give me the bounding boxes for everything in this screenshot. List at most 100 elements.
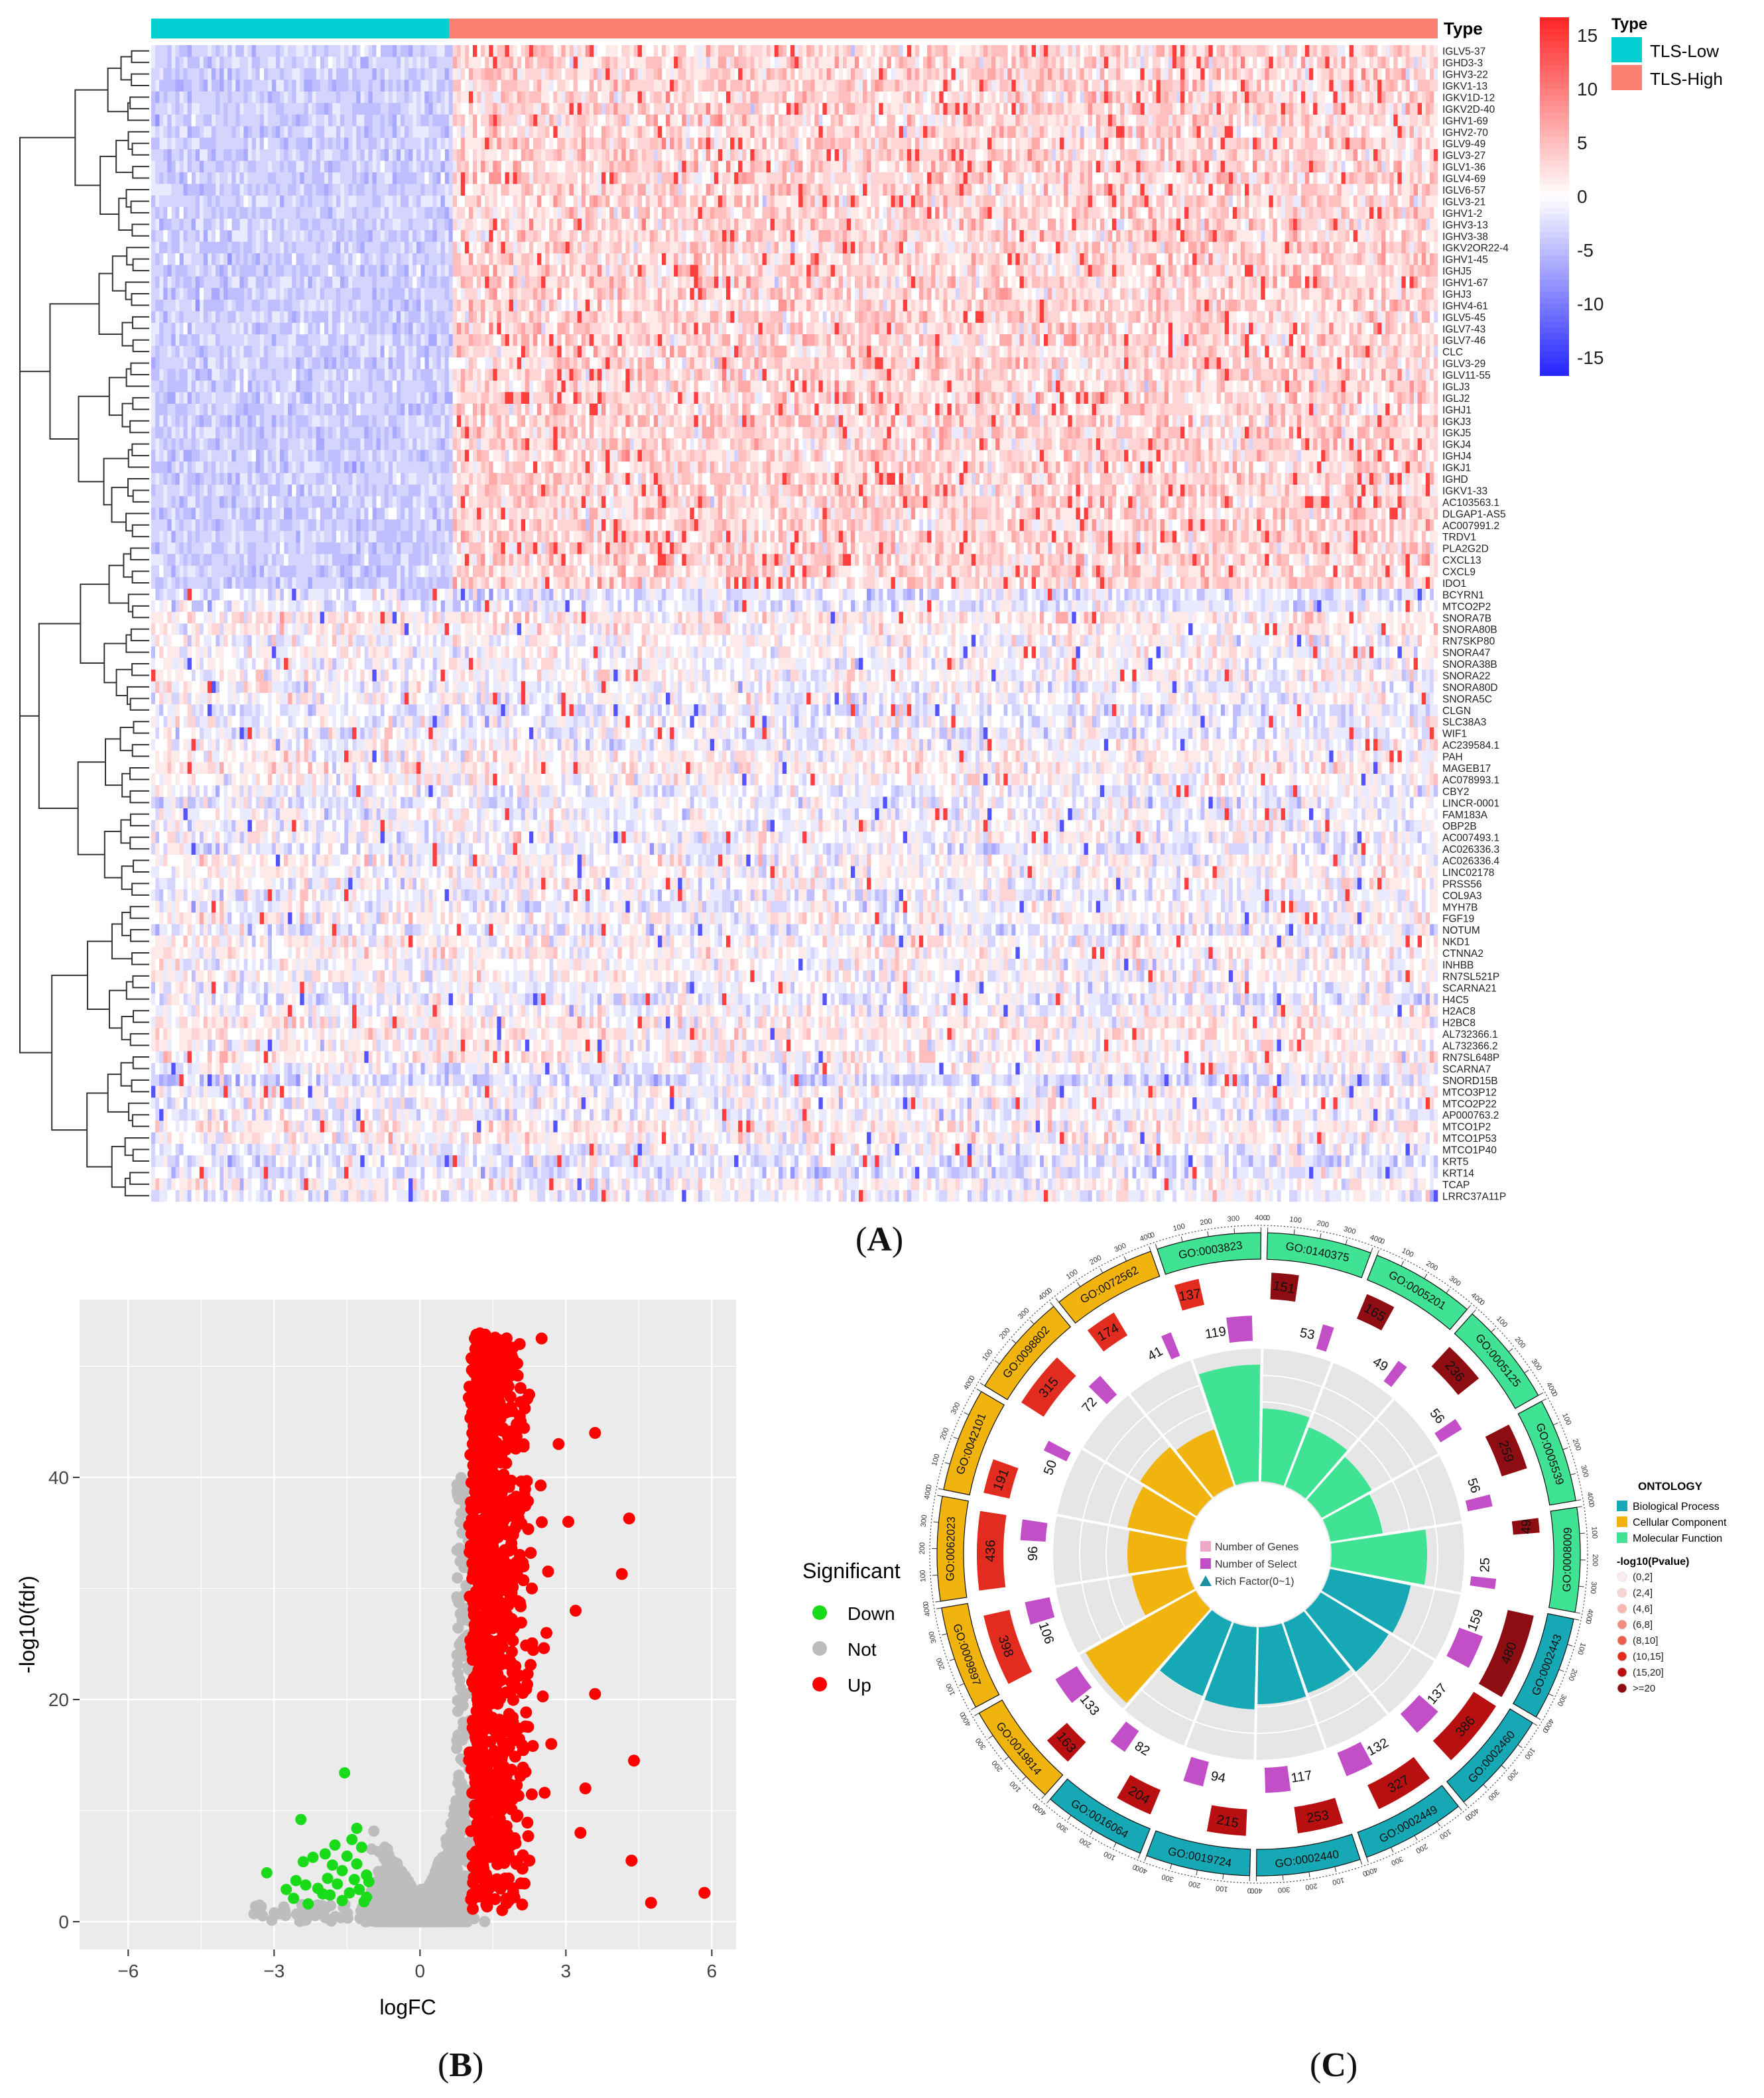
panel-label-a: (A) bbox=[855, 1221, 904, 1259]
outer-tick-label: 400 bbox=[923, 1487, 933, 1500]
outer-tick-label: 200 bbox=[1571, 1438, 1582, 1451]
gene-label: IGKJ3 bbox=[1442, 416, 1471, 428]
dendrogram-branch bbox=[127, 131, 149, 150]
select-count-bar bbox=[1025, 1597, 1055, 1625]
gene-count-bar bbox=[1357, 1294, 1395, 1331]
colorbar-step bbox=[1540, 226, 1569, 233]
outer-tick bbox=[1548, 1693, 1554, 1697]
down-point bbox=[281, 1884, 292, 1895]
colorbar-tick-label: 0 bbox=[1577, 186, 1588, 207]
gene-label: LRRC37A11P bbox=[1442, 1191, 1506, 1202]
up-point bbox=[535, 1332, 548, 1345]
gene-label: MTCO2P2 bbox=[1442, 601, 1491, 613]
select-count-bar bbox=[1383, 1361, 1407, 1387]
dendrogram-branch bbox=[103, 458, 129, 506]
outer-tick-label: 100 bbox=[1438, 1827, 1452, 1841]
down-point bbox=[295, 1814, 307, 1825]
outer-tick bbox=[1334, 1867, 1337, 1873]
gene-label: IGHD bbox=[1442, 474, 1468, 485]
gene-label: AC007991.2 bbox=[1442, 521, 1499, 532]
outer-boundary bbox=[929, 1225, 1588, 1884]
outer-tick bbox=[1501, 1764, 1506, 1769]
colorbar-tick-label: -5 bbox=[1577, 240, 1594, 261]
pvalue-legend-label: (15,20] bbox=[1633, 1667, 1664, 1678]
gene-count-bar bbox=[1087, 1312, 1128, 1352]
outer-tick bbox=[988, 1735, 993, 1739]
segment-separator bbox=[1328, 1566, 1462, 1595]
select-count-label: 56 bbox=[1426, 1406, 1447, 1426]
pvalue-legend-dot bbox=[1617, 1651, 1627, 1662]
colorbar-step bbox=[1540, 369, 1569, 376]
outer-tick bbox=[1466, 1305, 1471, 1310]
dendrogram-branch bbox=[115, 139, 133, 173]
outer-tick-label: 100 bbox=[1401, 1247, 1415, 1259]
gene-label: SNORA80B bbox=[1442, 625, 1497, 636]
down-point bbox=[290, 1875, 302, 1886]
dendrogram-branch bbox=[129, 790, 149, 804]
pvalue-legend-dot bbox=[1617, 1603, 1627, 1614]
outer-tick bbox=[1458, 1806, 1462, 1811]
colorbar-step bbox=[1540, 71, 1569, 78]
gene-label: IGKV1D-12 bbox=[1442, 93, 1495, 104]
ontology-band-segment bbox=[936, 1495, 969, 1602]
dendrogram-branch bbox=[131, 883, 149, 896]
outer-tick-label: 300 bbox=[1017, 1306, 1031, 1320]
select-count-label: 56 bbox=[1464, 1476, 1483, 1495]
outer-tick-label: 300 bbox=[1161, 1873, 1174, 1884]
gene-label: OBP2B bbox=[1442, 821, 1477, 832]
gene-count-bar bbox=[1117, 1774, 1161, 1815]
outer-tick bbox=[1436, 1821, 1440, 1827]
colorbar-step bbox=[1540, 304, 1569, 310]
ontology-swatch-bp bbox=[1617, 1501, 1627, 1511]
gene-label: IGLV7-46 bbox=[1442, 336, 1485, 347]
segment-separator bbox=[1253, 1625, 1259, 1761]
colorbar-step bbox=[1540, 363, 1569, 370]
rich-factor-bar bbox=[1127, 1530, 1187, 1574]
rich-factor-bar bbox=[1321, 1569, 1411, 1633]
ontology-band-segment bbox=[1266, 1232, 1371, 1278]
colorbar-step bbox=[1540, 125, 1569, 131]
colorbar-step bbox=[1540, 95, 1569, 101]
pvalue-legend-label: (2,4] bbox=[1633, 1587, 1653, 1599]
gene-count-bar bbox=[1046, 1723, 1086, 1762]
outer-tick-label: 300 bbox=[1390, 1855, 1405, 1867]
outer-tick bbox=[979, 1383, 985, 1387]
outer-tick bbox=[964, 1412, 970, 1416]
outer-tick bbox=[1579, 1532, 1586, 1534]
ontology-swatch-mf bbox=[1617, 1532, 1627, 1543]
pvalue-legend-label: >=20 bbox=[1633, 1683, 1655, 1694]
outer-tick bbox=[1180, 1236, 1183, 1242]
gene-count-label: 49 bbox=[1519, 1519, 1534, 1534]
gene-label: AC078993.1 bbox=[1442, 774, 1499, 786]
down-point bbox=[324, 1889, 336, 1901]
outer-tick bbox=[1366, 1857, 1369, 1863]
outer-tick bbox=[1424, 1274, 1428, 1279]
gene-label: SNORD15B bbox=[1442, 1076, 1498, 1087]
ontology-band-segment bbox=[1367, 1255, 1468, 1330]
gene-label: DLGAP1-AS5 bbox=[1442, 509, 1506, 520]
outer-tick bbox=[1011, 1339, 1017, 1344]
outer-tick-label: 300 bbox=[1277, 1885, 1290, 1894]
select-count-label: 41 bbox=[1145, 1344, 1165, 1364]
gene-label: IGHV1-67 bbox=[1442, 278, 1488, 289]
legend-label-not: Not bbox=[848, 1639, 877, 1660]
segment-separator bbox=[1319, 1589, 1437, 1662]
dendrogram-branch bbox=[77, 761, 105, 855]
up-point bbox=[545, 1738, 558, 1751]
select-count-label: 53 bbox=[1298, 1326, 1316, 1343]
outer-tick bbox=[1538, 1392, 1543, 1396]
dendrogram-branch bbox=[129, 906, 149, 919]
gene-label: CLC bbox=[1442, 347, 1463, 358]
outer-tick bbox=[937, 1495, 943, 1497]
heatmap-chart: Type IGLV5-37IGHD3-3IGHV3-22IGKV1-13IGKV… bbox=[19, 15, 1723, 1202]
dendrogram-branch bbox=[108, 377, 127, 416]
down-point bbox=[346, 1833, 358, 1845]
rich-factor-bar bbox=[1285, 1427, 1348, 1499]
colorbar-step bbox=[1540, 220, 1569, 227]
gene-count-bar bbox=[1431, 1347, 1480, 1395]
down-point bbox=[348, 1874, 360, 1885]
outer-tick-label: 400 bbox=[1585, 1491, 1595, 1505]
plot-axes: −6 −3 0 3 6 0 20 40 bbox=[48, 1467, 717, 1981]
select-count-bar bbox=[1434, 1419, 1462, 1443]
outer-tick-label: 200 bbox=[939, 1427, 951, 1441]
